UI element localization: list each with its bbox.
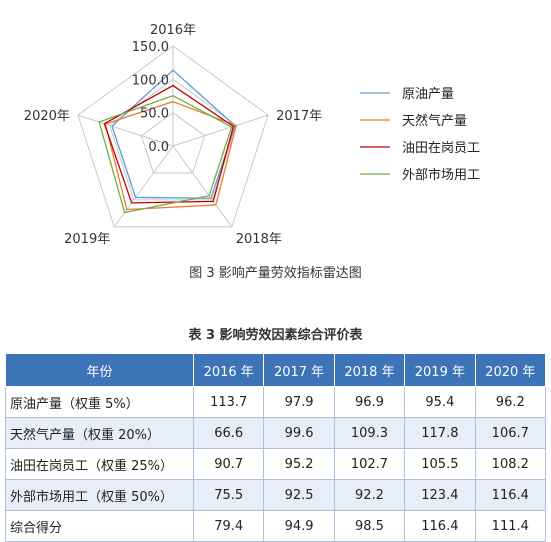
- table-cell: 95.4: [404, 386, 476, 418]
- radar-series-line: [111, 69, 236, 199]
- table-cell: 113.7: [192, 386, 265, 418]
- table-header-row: 年份 2016 年 2017 年 2018 年 2019 年 2020 年: [5, 353, 547, 387]
- row-label: 油田在岗员工（权重 25%）: [5, 448, 194, 480]
- legend-label: 外部市场用工: [402, 167, 480, 183]
- legend-label: 天然气产量: [402, 113, 467, 129]
- radar-spoke: [172, 114, 269, 147]
- table-cell: 96.2: [474, 386, 547, 418]
- table-cell: 105.5: [404, 448, 476, 480]
- radar-axis-label: 2019年: [64, 232, 110, 247]
- table-cell: 66.6: [192, 417, 265, 449]
- table-cell: 98.5: [333, 510, 406, 542]
- row-label: 综合得分: [5, 510, 194, 542]
- figure-caption: 图 3 影响产量劳效指标雷达图: [189, 266, 362, 281]
- table-cell: 99.6: [263, 417, 335, 449]
- table-cell: 92.2: [333, 479, 406, 511]
- radar-grid-ring: [77, 45, 269, 228]
- table-row: 原油产量（权重 5%） 113.7 97.9 96.9 95.4 96.2: [5, 386, 547, 418]
- radar-axis-label: 2018年: [236, 232, 282, 247]
- legend-label: 油田在岗员工: [402, 141, 480, 156]
- table-row: 油田在岗员工（权重 25%） 90.7 95.2 102.7 105.5 108…: [5, 448, 547, 480]
- radar-tick-label: 100.0: [132, 73, 169, 88]
- radar-spoke: [172, 145, 233, 228]
- table-cell: 96.9: [333, 386, 406, 418]
- row-label: 原油产量（权重 5%）: [5, 386, 194, 418]
- row-label: 天然气产量（权重 20%）: [5, 417, 194, 449]
- table-cell: 106.7: [474, 417, 547, 449]
- table-cell: 92.5: [263, 479, 335, 511]
- radar-chart: 0.0 50.0 100.0 150.0 2016年 2017年 2018年 2019年 202…: [24, 23, 480, 247]
- header-cell: 2018 年: [333, 353, 406, 387]
- table-row: 外部市场用工（权重 50%） 75.5 92.5 92.2 123.4 116.…: [5, 479, 547, 511]
- radar-tick-label: 0.0: [148, 140, 169, 155]
- table-cell: 116.4: [474, 479, 547, 511]
- radar-spoke: [77, 114, 174, 147]
- table-cell: 108.2: [474, 448, 547, 480]
- radar-tick-label: 50.0: [140, 107, 169, 122]
- header-cell: 年份: [5, 353, 194, 387]
- table-cell: 79.4: [192, 510, 265, 542]
- radar-tick-label: 150.0: [132, 40, 169, 55]
- legend-label: 原油产量: [402, 87, 454, 102]
- radar-grid-ring: [140, 112, 206, 174]
- radar-series-line: [98, 94, 233, 214]
- table-cell: 111.4: [474, 510, 547, 542]
- header-cell: 2019 年: [404, 353, 476, 387]
- table-cell: 109.3: [333, 417, 406, 449]
- header-cell: 2020 年: [474, 353, 547, 387]
- table-cell: 102.7: [333, 448, 406, 480]
- table-cell: 97.9: [263, 386, 335, 418]
- evaluation-table: 年份 2016 年 2017 年 2018 年 2019 年 2020 年 原油…: [5, 353, 547, 542]
- radar-series-line: [103, 84, 235, 204]
- header-cell: 2017 年: [263, 353, 335, 387]
- radar-spoke: [113, 145, 174, 228]
- table-caption: 表 3 影响劳效因素综合评价表: [188, 328, 363, 343]
- radar-series-line: [104, 100, 237, 211]
- table-cell: 94.9: [263, 510, 335, 542]
- table-cell: 90.7: [192, 448, 265, 480]
- table-row: 天然气产量（权重 20%） 66.6 99.6 109.3 117.8 106.…: [5, 417, 547, 449]
- table-cell: 75.5: [192, 479, 265, 511]
- table-cell: 117.8: [404, 417, 476, 449]
- table-cell: 123.4: [404, 479, 476, 511]
- radar-axis-label: 2017年: [276, 109, 322, 124]
- row-label: 外部市场用工（权重 50%）: [5, 479, 194, 511]
- header-cell: 2016 年: [192, 353, 265, 387]
- table-cell: 116.4: [404, 510, 476, 542]
- table-row: 综合得分 79.4 94.9 98.5 116.4 111.4: [5, 510, 547, 542]
- radar-axis-label: 2020年: [24, 109, 70, 124]
- table-cell: 95.2: [263, 448, 335, 480]
- radar-axis-label: 2016年: [150, 23, 196, 38]
